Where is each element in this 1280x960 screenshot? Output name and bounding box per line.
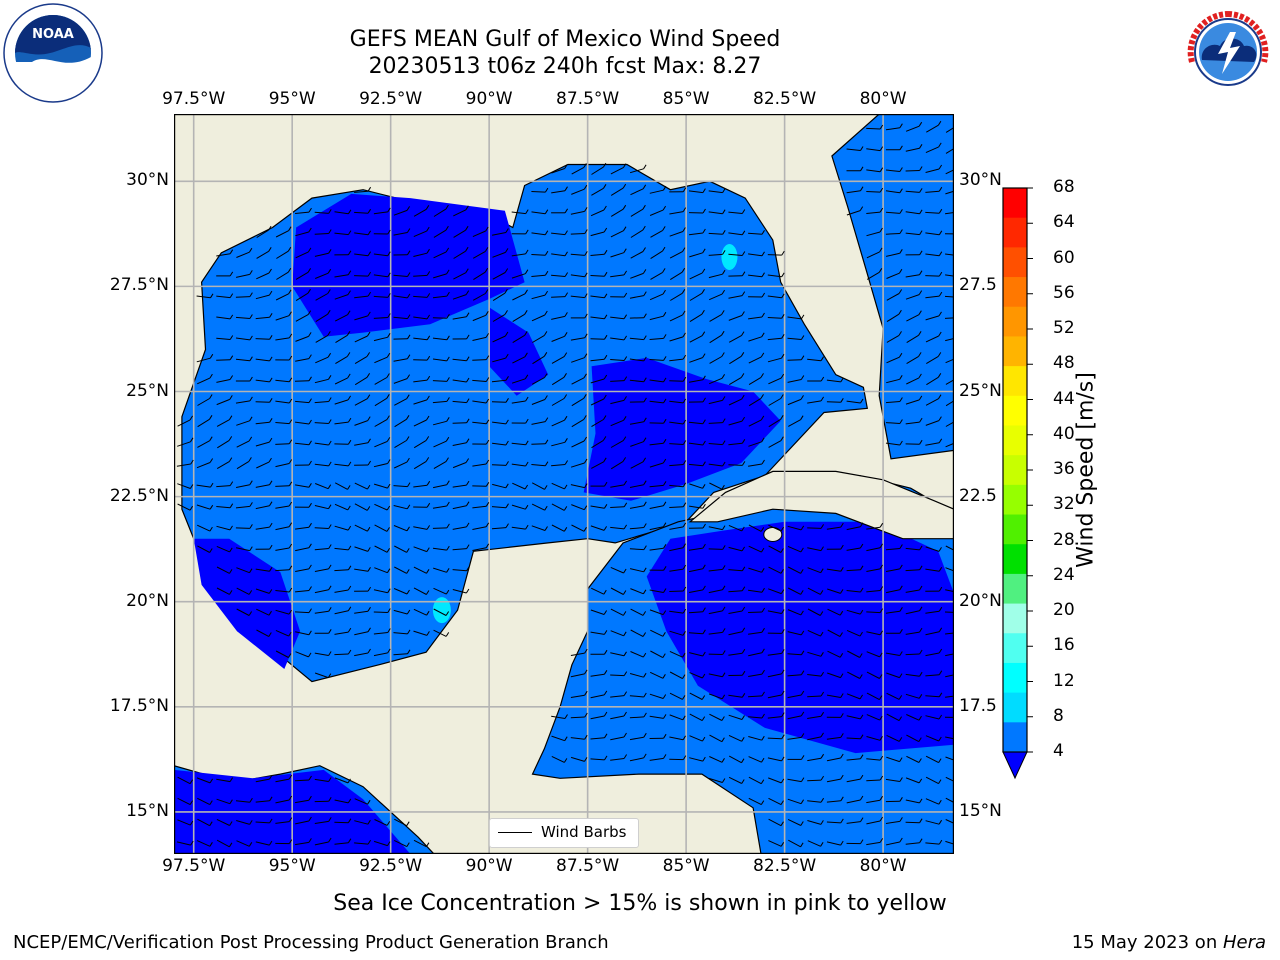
isle-of-youth — [763, 526, 783, 542]
noaa-logo: NOAA — [3, 3, 103, 103]
colorbar-tick-label: 28 — [1053, 529, 1075, 550]
lon-label-top: 85°W — [662, 89, 710, 109]
lat-label-left: 20°N — [126, 590, 169, 611]
lat-label-left: 22.5°N — [109, 485, 169, 506]
low-wind-region-2 — [489, 307, 549, 396]
colorbar — [1002, 187, 1033, 780]
colorbar-bin — [1003, 544, 1027, 575]
chart-title: GEFS MEAN Gulf of Mexico Wind Speed — [349, 27, 781, 52]
lon-label-top: 97.5°W — [162, 89, 226, 109]
cuba — [688, 470, 954, 540]
colorbar-extend-arrow — [1002, 751, 1028, 780]
map-legend: Wind Barbs — [489, 818, 639, 848]
lon-label-top: 90°W — [465, 89, 513, 109]
colorbar-bin — [1003, 366, 1027, 397]
noaa-logo-text: NOAA — [32, 27, 74, 42]
wind-barbs — [176, 120, 954, 848]
lat-label-right: 20°N — [959, 590, 1002, 611]
nws-logo — [1180, 4, 1276, 100]
colorbar-label: Wind Speed [m/s] — [1073, 372, 1099, 568]
lat-label-right: 27.5 — [959, 275, 997, 296]
moderate-wind-patch-1 — [432, 597, 451, 624]
lat-label-left: 15°N — [126, 800, 169, 821]
colorbar-tick-label: 32 — [1053, 494, 1075, 515]
lon-label-bottom: 95°W — [268, 856, 316, 876]
lat-label-left: 27.5°N — [109, 275, 169, 296]
colorbar-tick-label: 64 — [1053, 212, 1075, 233]
colorbar-bin — [1003, 573, 1027, 605]
colorbar-bin — [1003, 603, 1027, 634]
colorbar-tick-label: 16 — [1053, 635, 1075, 656]
colorbar-bin — [1003, 247, 1027, 278]
lat-label-right: 25°N — [959, 380, 1002, 401]
chart-subtitle: 20230513 t06z 240h fcst Max: 8.27 — [368, 54, 762, 79]
low-wind-region-4 — [193, 538, 301, 669]
sea-ice-caption: Sea Ice Concentration > 15% is shown in … — [333, 891, 947, 916]
lon-label-bottom: 82.5°W — [753, 856, 817, 876]
lon-label-bottom: 97.5°W — [162, 856, 226, 876]
colorbar-tick-label: 20 — [1053, 600, 1075, 620]
colorbar-bin — [1003, 188, 1027, 219]
colorbar-bin — [1003, 395, 1027, 426]
colorbar-bin — [1003, 514, 1027, 545]
lon-label-bottom: 85°W — [662, 856, 710, 876]
colorbar-tick-label: 8 — [1053, 705, 1064, 726]
colorbar-bin — [1003, 633, 1027, 664]
footer-date: 15 May 2023 on Hera — [1072, 932, 1266, 953]
lon-label-top: 82.5°W — [753, 89, 817, 109]
colorbar-bin — [1003, 336, 1027, 367]
colorbar-bin — [1003, 662, 1027, 694]
colorbar-tick-label: 48 — [1053, 353, 1075, 374]
low-wind-region-5 — [646, 521, 954, 754]
colorbar-tick-label: 52 — [1053, 318, 1075, 338]
colorbar-bin — [1003, 277, 1027, 308]
lon-label-top: 80°W — [859, 89, 907, 109]
moderate-wind-patch-2 — [721, 243, 738, 270]
lat-label-right: 17.5 — [959, 695, 997, 716]
lon-label-top: 87.5°W — [556, 89, 620, 109]
colorbar-bin — [1003, 306, 1027, 337]
colorbar-tick-label: 40 — [1053, 423, 1075, 444]
lat-label-right: 30°N — [959, 170, 1002, 191]
colorbar-bin — [1003, 692, 1027, 723]
lat-label-right: 15°N — [959, 800, 1002, 821]
footer-credit: NCEP/EMC/Verification Post Processing Pr… — [13, 932, 609, 953]
footer-date-text: 15 May 2023 on — [1071, 932, 1223, 953]
graticule — [174, 114, 954, 854]
colorbar-tick-label: 24 — [1053, 564, 1075, 585]
lon-label-bottom: 87.5°W — [556, 856, 620, 876]
footer-machine: Hera — [1222, 932, 1266, 953]
colorbar-tick-label: 68 — [1053, 177, 1075, 197]
lon-label-top: 95°W — [268, 89, 316, 109]
colorbar-tick-label: 56 — [1053, 282, 1075, 303]
colorbar-tick-label: 44 — [1053, 388, 1075, 409]
map-frame — [174, 114, 954, 854]
colorbar-tick-label: 4 — [1053, 741, 1064, 761]
colorbar-tick-label: 12 — [1053, 670, 1075, 691]
wind-speed-map — [174, 114, 954, 854]
legend-label: Wind Barbs — [541, 823, 627, 841]
colorbar-bin — [1003, 455, 1027, 486]
map-fill-layer — [174, 114, 954, 854]
colorbar-bin — [1003, 484, 1027, 516]
legend-line — [498, 832, 532, 833]
colorbar-bin — [1003, 425, 1027, 456]
colorbar-bin — [1003, 217, 1027, 248]
lat-label-left: 17.5°N — [109, 695, 169, 716]
lat-label-left: 30°N — [126, 170, 169, 191]
lat-label-left: 25°N — [126, 380, 169, 401]
colorbar-bin — [1003, 722, 1027, 753]
lat-label-right: 22.5 — [959, 485, 997, 506]
lon-label-top: 92.5°W — [359, 89, 423, 109]
lon-label-bottom: 92.5°W — [359, 856, 423, 876]
lon-label-bottom: 90°W — [465, 856, 513, 876]
lon-label-bottom: 80°W — [859, 856, 907, 876]
colorbar-tick-label: 36 — [1053, 459, 1075, 479]
colorbar-tick-label: 60 — [1053, 247, 1075, 268]
